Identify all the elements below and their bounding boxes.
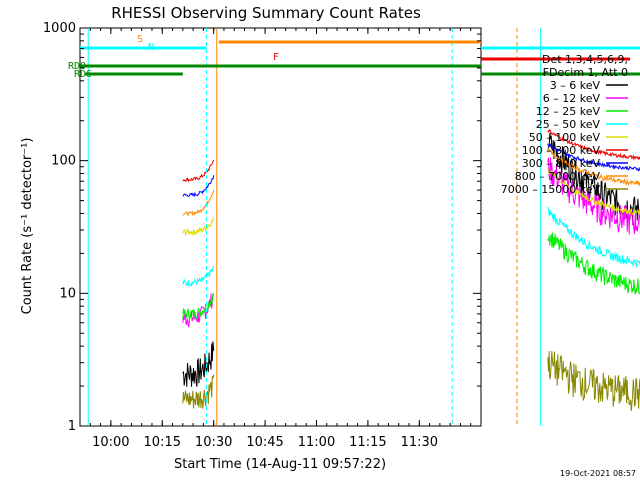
legend-entry: 12 – 25 keV [536,105,601,118]
x-tick-label: 10:45 [246,435,283,450]
legend-entry: 25 – 50 keV [536,118,601,131]
y-tick-label: 10 [59,286,76,301]
series-line [547,232,640,295]
flag-label: RD6 [74,69,92,80]
x-tick-label: 11:30 [401,435,438,450]
y-axis-label: Count Rate (s⁻¹ detector⁻¹) [20,138,35,315]
legend-header: FDecim 1, Att 0 [543,66,628,79]
legend-header: Det 1,3,4,5,6,9, [542,53,628,66]
series-line [182,292,215,322]
flag-label: F [273,52,279,63]
x-tick-label: 10:30 [195,435,232,450]
series-line [182,216,215,237]
x-tick-label: 11:00 [298,435,335,450]
y-tick-label: 100 [51,154,76,169]
series-line [182,190,215,217]
series-line [182,341,215,387]
series-line [547,147,640,187]
x-tick-label: 10:15 [144,435,181,450]
series-line [547,128,640,161]
flag-label: RD0 [68,61,86,72]
legend-entry: 800 – 7000 keV [515,170,601,183]
series-layer [182,128,640,412]
flag-label: S [137,34,143,45]
legend-entry: 7000 – 15000 keV [501,183,601,196]
series-line [547,206,640,268]
x-tick-label: 10:00 [92,435,129,450]
series-line [182,374,215,409]
y-tick-label: 1 [68,419,76,434]
series-line [182,175,215,198]
x-tick-label: 11:15 [349,435,386,450]
flag-label: N [148,42,154,53]
legend-entry: 300 – 800 keV [522,157,601,170]
chart-title: RHESSI Observing Summary Count Rates [111,4,421,22]
legend-entry: 50 – 100 keV [529,131,601,144]
legend-entry: 3 – 6 keV [550,79,601,92]
x-axis-label: Start Time (14-Aug-11 09:57:22) [174,457,386,472]
legend: Det 1,3,4,5,6,9,FDecim 1, Att 03 – 6 keV… [501,53,628,196]
series-line [547,168,640,215]
series-line [182,159,215,183]
series-line [547,143,640,172]
tick-layer: 10:00 10:15 10:30 10:45 11:00 11:15 11:30 1 10 10… [43,21,482,450]
series-line [547,350,640,412]
timestamp: 19-Oct-2021 08:57 [560,469,636,478]
legend-entry: 100 – 300 keV [522,144,601,157]
y-tick-label: 1000 [43,21,76,36]
series-line [182,265,215,287]
legend-entry: 6 – 12 keV [543,92,601,105]
plot-frame [79,27,482,427]
series-line [547,157,640,235]
